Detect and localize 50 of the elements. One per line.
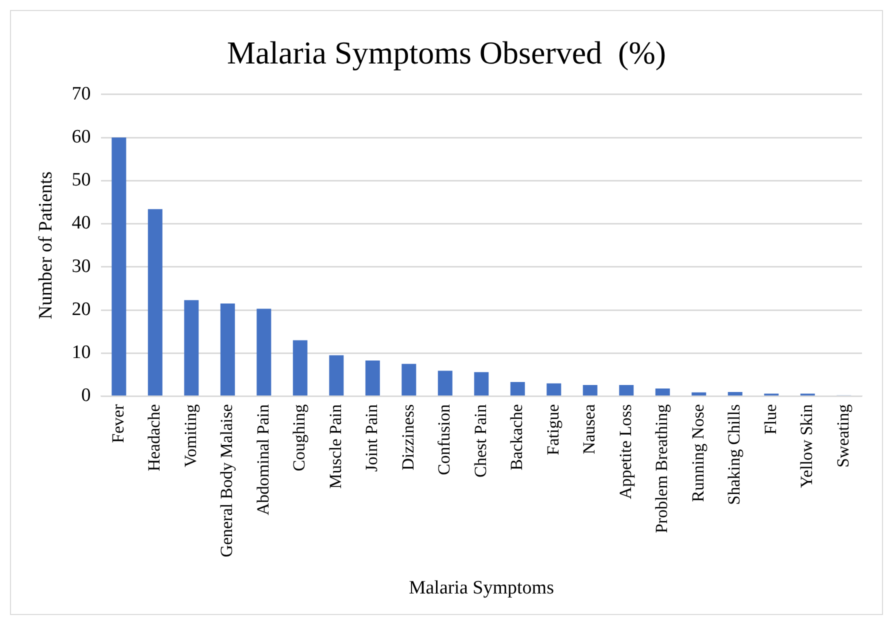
bar: [402, 364, 416, 396]
x-tick-label: Coughing: [290, 404, 309, 472]
bar: [220, 304, 235, 396]
x-tick-label: Flue: [760, 404, 780, 434]
bar: [582, 385, 598, 396]
y-tick-label: 20: [72, 298, 91, 320]
x-tick-label: Sweating: [833, 404, 852, 468]
x-tick-label: Running Nose: [688, 404, 708, 502]
y-tick-label: 60: [72, 126, 91, 148]
x-tick-label: Abdominal Pain: [253, 404, 272, 516]
bar: [148, 209, 162, 396]
x-tick-label: Headache: [144, 404, 164, 472]
y-tick-label: 10: [72, 342, 91, 364]
bar: [438, 370, 452, 396]
x-tick-label: Chest Pain: [470, 404, 490, 478]
x-tick-label: Fatigue: [543, 404, 562, 456]
x-tick-label: Dizziness: [398, 404, 418, 470]
x-tick-label: Backache: [507, 404, 526, 470]
y-tick-label: 0: [81, 385, 91, 406]
x-axis-title: Malaria Symptoms: [408, 578, 554, 599]
y-tick-label: 50: [72, 170, 91, 191]
bar: [474, 372, 489, 396]
chart-title: Malaria Symptoms Observed (%): [226, 34, 666, 71]
x-tick-label: General Body Malaise: [217, 404, 236, 558]
bar: [292, 340, 308, 396]
bar: [619, 385, 634, 396]
bar: [184, 300, 199, 396]
x-tick-label: Fever: [108, 404, 128, 443]
bar: [256, 308, 272, 396]
y-tick-label: 40: [72, 212, 91, 234]
bar: [546, 383, 562, 396]
bar: [112, 138, 126, 396]
bar: [692, 392, 706, 396]
x-tick-label: Appetite Loss: [616, 404, 635, 500]
x-tick-label: Problem Breathing: [652, 404, 672, 534]
x-tick-label: Yellow Skin: [797, 404, 816, 488]
y-tick-label: 70: [72, 83, 91, 104]
x-tick-label: Nausea: [580, 404, 599, 454]
bar: [510, 382, 525, 396]
bar: [655, 388, 670, 396]
y-axis-title: Number of Patients: [35, 171, 56, 320]
x-tick-label: Confusion: [434, 404, 454, 476]
y-tick-label: 30: [72, 256, 91, 277]
bar: [728, 392, 742, 396]
x-tick-label: Shaking Chills: [724, 404, 744, 505]
x-tick-label: Vomiting: [180, 404, 200, 468]
x-tick-label: Muscle Pain: [326, 404, 345, 489]
bar: [329, 355, 344, 396]
x-tick-label: Joint Pain: [362, 404, 382, 472]
bar: [365, 360, 380, 396]
